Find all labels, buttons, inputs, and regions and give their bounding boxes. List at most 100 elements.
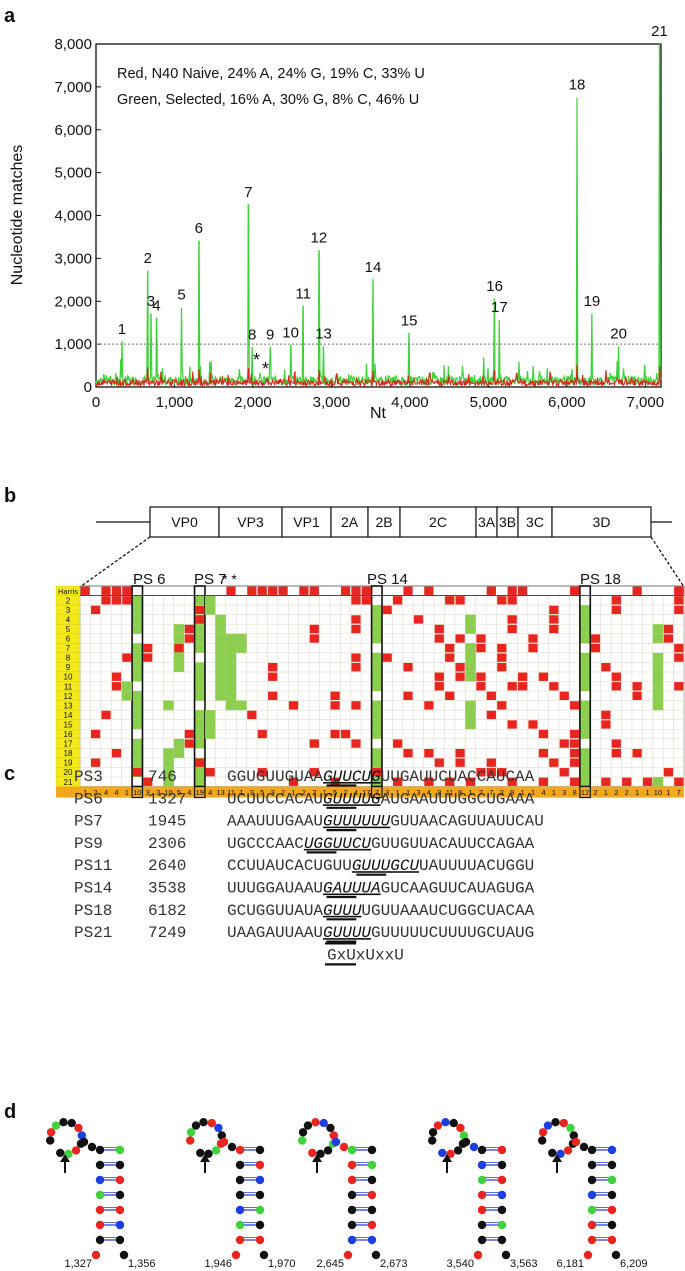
count-label: 7 <box>677 788 681 797</box>
hit-cell <box>340 729 351 739</box>
seq-pre: AAAUUUGAAU <box>227 813 323 831</box>
match-cell <box>652 700 664 711</box>
match-cell <box>236 643 247 653</box>
row-label: 5 <box>66 625 71 634</box>
hit-cell <box>257 729 267 739</box>
ps-cell <box>194 671 205 682</box>
hit-cell <box>111 596 122 605</box>
nucleotide <box>477 1160 487 1170</box>
count-label: 2 <box>614 788 618 797</box>
match-cell <box>173 652 185 663</box>
row-label: 6 <box>66 635 71 644</box>
nucleotide <box>473 1250 483 1260</box>
nucleotide <box>367 1145 377 1155</box>
hit-cell <box>101 710 111 720</box>
count-label: 5 <box>177 788 181 797</box>
gene-label: VP0 <box>171 514 198 530</box>
ps-name: PS18 <box>74 902 112 920</box>
ps-cell <box>132 595 143 606</box>
peak-label: 3 <box>147 293 155 310</box>
hit-cell <box>622 777 632 786</box>
nucleotide <box>427 1136 437 1145</box>
nucleotide <box>469 1142 479 1152</box>
gene-label: 3B <box>499 514 516 530</box>
hit-cell <box>111 748 122 758</box>
hit-cell <box>590 643 601 653</box>
series-line-naive <box>95 364 662 388</box>
peak-label: 17 <box>491 299 508 316</box>
start-position: 1,327 <box>64 1258 92 1270</box>
nucleotide <box>339 1142 349 1152</box>
peak-label: 11 <box>295 285 311 302</box>
count-label: 1 <box>531 788 535 797</box>
match-cell <box>163 757 174 768</box>
ps-cell <box>371 757 382 768</box>
nucleotide <box>556 1149 565 1159</box>
hit-cell <box>549 624 559 634</box>
nucleotide <box>235 1190 245 1200</box>
structure-label: PS 11 <box>343 1269 380 1271</box>
legend-green: Green, Selected, 16% A, 30% G, 8% C, 46%… <box>117 92 419 108</box>
ps-cell <box>194 643 205 653</box>
nucleotide <box>607 1235 617 1245</box>
row-label: 15 <box>64 720 73 729</box>
ps-cell <box>194 633 205 644</box>
nucleotide <box>607 1220 617 1230</box>
ps6-label: PS 6 <box>133 571 166 588</box>
nucleotide <box>115 1205 125 1215</box>
nucleotide <box>191 1121 201 1130</box>
hit-cell <box>257 586 267 595</box>
match-cell <box>225 681 237 692</box>
hit-cell <box>351 615 361 624</box>
hit-cell <box>403 663 413 672</box>
ps-cell <box>132 652 143 663</box>
peak-label: 5 <box>177 287 185 304</box>
x-tick-label: 2,000 <box>234 394 272 411</box>
nucleotide <box>501 1250 511 1260</box>
hit-cell <box>382 605 392 615</box>
hit-cell <box>549 615 559 624</box>
gene-boxes: VP0 VP3 VP1 2A 2B 2C 3A 3B 3C 3D <box>149 506 652 538</box>
hit-cell <box>642 777 653 786</box>
nucleotide <box>607 1190 617 1200</box>
nucleotide <box>559 1118 568 1128</box>
x-tick-label: 6,000 <box>548 394 586 411</box>
match-cell <box>652 624 664 634</box>
match-cell <box>163 748 174 758</box>
hit-cell <box>476 682 486 691</box>
nucleotide <box>255 1160 265 1170</box>
match-cell <box>236 633 247 644</box>
ps-position: 746 <box>148 768 177 786</box>
hit-cell <box>424 777 434 786</box>
peak-label: 15 <box>401 312 418 329</box>
ps-cell <box>371 662 382 672</box>
ps-position: 3538 <box>148 880 186 898</box>
zoom-line-right <box>650 536 685 588</box>
nucleotide <box>477 1145 487 1155</box>
count-label: 2 <box>302 788 306 797</box>
row-label: 11 <box>64 682 73 691</box>
ps-cell <box>194 729 205 739</box>
nucleotide <box>311 1117 320 1127</box>
hit-cell <box>632 691 642 700</box>
ps18-label: PS 18 <box>580 571 621 588</box>
count-label: 1 <box>666 788 670 797</box>
hit-cell <box>184 729 194 739</box>
seq-pre: UAAGAUUAAU <box>227 924 323 942</box>
count-bar <box>56 786 684 798</box>
hit-cell <box>257 768 267 777</box>
nucleotide <box>51 1121 61 1130</box>
hit-cell <box>143 777 153 786</box>
seq-post: UAUUUUACUGGU <box>419 857 534 875</box>
hit-cell <box>434 672 444 681</box>
nucleotide <box>308 1148 317 1158</box>
hit-cell <box>434 682 444 691</box>
match-cell <box>465 614 476 625</box>
match-cell <box>204 710 216 720</box>
ps-cell <box>132 710 143 720</box>
nucleotide <box>497 1145 507 1155</box>
peak-label: 1 <box>118 321 126 338</box>
match-cell <box>465 710 476 720</box>
ps-cell <box>371 633 382 644</box>
hit-cell <box>424 701 434 710</box>
